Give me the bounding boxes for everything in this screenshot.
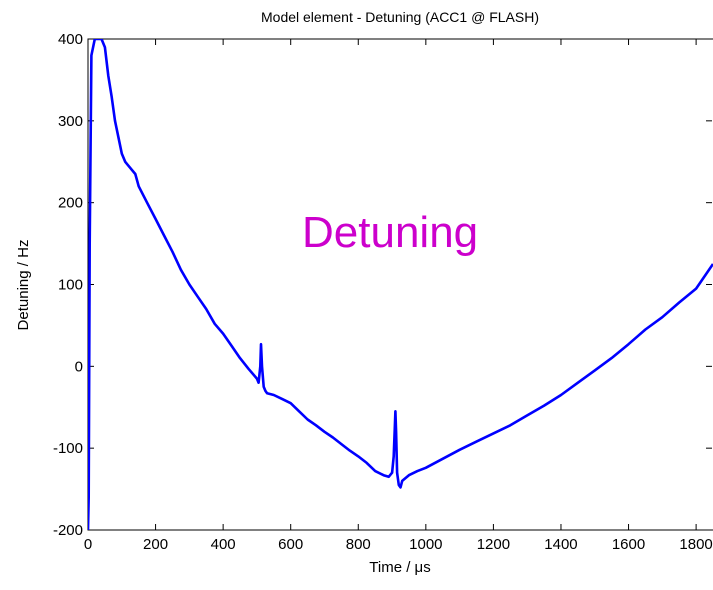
x-tick-label: 1400 bbox=[544, 536, 577, 553]
x-tick-label: 0 bbox=[84, 536, 92, 553]
y-tick-label: -100 bbox=[53, 440, 83, 457]
y-tick-label: -200 bbox=[53, 522, 83, 539]
x-tick-label: 1600 bbox=[612, 536, 645, 553]
x-tick-label: 1200 bbox=[477, 536, 510, 553]
x-tick-label: 800 bbox=[346, 536, 371, 553]
y-axis-label: Detuning / Hz bbox=[15, 240, 32, 331]
x-tick-label: 600 bbox=[278, 536, 303, 553]
x-axis-label: Time / μs bbox=[369, 559, 430, 576]
x-tick-label: 400 bbox=[211, 536, 236, 553]
x-tick-label: 1000 bbox=[409, 536, 442, 553]
y-tick-label: 0 bbox=[75, 358, 83, 375]
y-tick-label: 200 bbox=[58, 195, 83, 212]
plot-frame bbox=[87, 38, 713, 531]
y-tick-label: 300 bbox=[58, 113, 83, 130]
detuning-series-line bbox=[88, 39, 713, 530]
x-tick-label: 1800 bbox=[679, 536, 712, 553]
chart-title: Model element - Detuning (ACC1 @ FLASH) bbox=[261, 9, 539, 25]
y-tick-label: 400 bbox=[58, 31, 83, 48]
detuning-annotation: Detuning bbox=[302, 208, 478, 257]
y-tick-label: 100 bbox=[58, 277, 83, 294]
x-tick-label: 200 bbox=[143, 536, 168, 553]
